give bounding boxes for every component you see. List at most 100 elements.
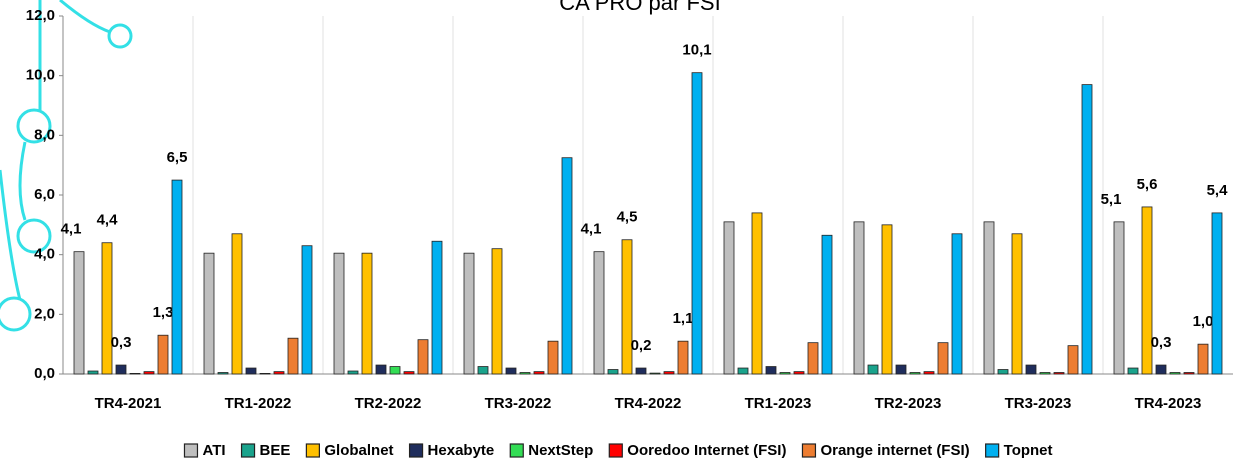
bar [1067,345,1079,375]
bar [1113,221,1125,375]
bar [217,372,229,375]
bar [983,221,995,375]
bar [937,342,949,375]
bar [1081,84,1093,375]
y-tick-label: 0,0 [34,365,55,382]
legend-label: Topnet [1004,442,1053,459]
bar [361,252,373,375]
bar [73,251,85,375]
bar [157,334,169,375]
bar [273,371,285,375]
x-tick-label: TR4-2023 [1135,395,1202,412]
bar [1039,372,1051,375]
bar [821,234,833,375]
bar [779,372,791,375]
bar [463,252,475,375]
y-tick-label: 6,0 [34,186,55,203]
bar [593,251,605,375]
legend-label: Hexabyte [428,442,495,459]
bar [607,369,619,375]
y-tick-label: 4,0 [34,246,55,263]
y-tick-label: 12,0 [26,7,55,24]
y-tick-label: 10,0 [26,67,55,84]
bar [723,221,735,375]
bar [909,372,921,375]
data-label: 6,5 [167,149,188,166]
bar [375,364,387,375]
data-label: 4,4 [97,212,119,229]
data-label: 1,0 [1193,313,1214,330]
bar [793,371,805,375]
data-label: 0,3 [111,334,132,351]
legend-label: NextStep [528,442,593,459]
bar [1183,372,1195,375]
bar [807,342,819,375]
bar [417,339,429,375]
legend-swatch [985,443,1000,458]
y-tick-label: 8,0 [34,126,55,143]
bar [997,369,1009,375]
bar [505,367,517,375]
bar [923,371,935,375]
legend-swatch [408,443,424,458]
bar [635,367,647,375]
x-tick-label: TR3-2022 [485,395,552,412]
data-label: 0,3 [1151,334,1172,351]
bar [751,212,763,375]
legend-swatch [608,443,623,458]
bar [853,221,865,375]
x-tick-label: TR3-2023 [1005,395,1072,412]
legend-label: ATI [202,442,225,459]
bar [491,248,503,375]
bar [301,245,313,375]
bar [1011,233,1023,375]
bar [649,372,661,375]
bar [881,224,893,375]
bar [765,366,777,375]
legend-swatch [801,443,817,458]
data-label: 1,1 [673,310,694,327]
bar [737,367,749,375]
x-tick-label: TR2-2022 [355,395,422,412]
bar [547,340,559,375]
chart-title: CA PRO par FSI [559,0,720,15]
bar [519,372,531,375]
legend-swatch [183,443,199,458]
x-tick-label: TR2-2023 [875,395,942,412]
data-label: 5,6 [1137,176,1158,193]
legend-swatch [509,443,524,458]
bar [561,157,573,375]
x-tick-label: TR4-2021 [95,395,162,412]
bar [171,179,183,375]
data-label: 1,3 [153,304,174,321]
bar [333,252,345,375]
legend-label: Orange internet (FSI) [820,442,969,459]
x-tick-label: TR4-2022 [615,395,682,412]
bar [245,367,257,375]
data-label: 5,4 [1207,182,1229,199]
data-label: 4,5 [617,209,638,226]
y-tick-label: 2,0 [34,305,55,322]
data-label: 5,1 [1101,191,1122,208]
data-label: 0,2 [631,337,652,354]
bar [1025,364,1037,375]
bar [1155,364,1167,375]
decoration [0,0,133,332]
bar [259,373,271,375]
bar [143,371,155,375]
x-tick-label: TR1-2023 [745,395,812,412]
bar [895,364,907,375]
bar [431,240,443,375]
bar [403,371,415,375]
legend-swatch [240,443,256,458]
x-tick-label: TR1-2022 [225,395,292,412]
data-label: 10,1 [682,42,711,59]
bar [663,371,675,375]
bar [533,371,545,375]
legend-label: Ooredoo Internet (FSI) [627,442,786,459]
data-label: 4,1 [581,221,602,238]
bar [951,233,963,375]
bar [1197,343,1209,375]
bar [129,373,141,375]
